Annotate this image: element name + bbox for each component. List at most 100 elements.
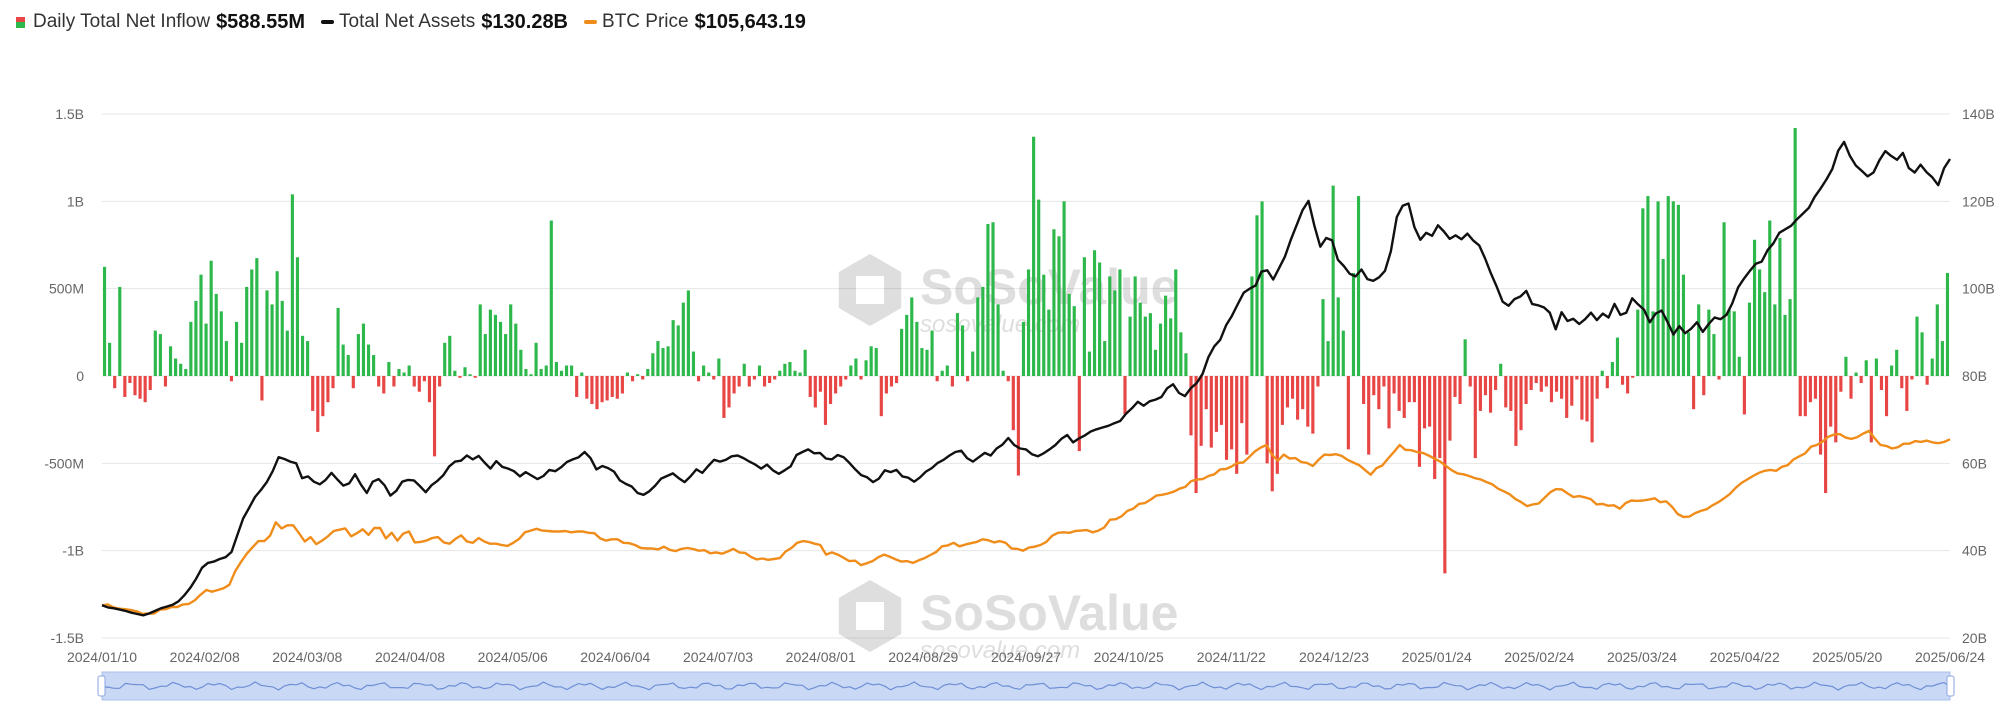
inflow-bar: [118, 286, 122, 376]
inflow-bar: [1006, 376, 1010, 382]
slider-handle-left[interactable]: [97, 675, 106, 697]
legend-btc-value: $105,643.19: [694, 10, 806, 33]
inflow-bar: [1296, 376, 1300, 420]
inflow-bar: [1311, 376, 1315, 434]
inflow-bar: [1895, 349, 1899, 376]
inflow-bar: [123, 376, 127, 397]
inflow-bar: [306, 341, 310, 376]
inflow-bar: [255, 258, 259, 376]
inflow-bar: [1626, 376, 1630, 394]
inflow-bar: [605, 376, 609, 401]
inflow-bar: [372, 355, 376, 376]
inflow-bar: [1194, 376, 1198, 494]
inflow-bar: [1707, 309, 1711, 376]
inflow-bar: [1224, 376, 1229, 460]
inflow-bar: [1346, 376, 1350, 450]
inflow-bar: [686, 290, 690, 376]
inflow-bar: [473, 376, 477, 378]
slider-handle-right[interactable]: [1946, 675, 1955, 697]
inflow-bar: [356, 334, 360, 376]
inflow-bar: [224, 341, 228, 376]
legend-item-inflow[interactable]: Daily Total Net Inflow $588.55M: [8, 0, 313, 44]
inflow-bar: [1245, 376, 1249, 455]
inflow-bar: [300, 335, 305, 376]
inflow-bar: [1417, 376, 1422, 467]
inflow-bar: [727, 376, 731, 408]
inflow-bar: [1869, 376, 1873, 443]
watermark-logo-icon: [838, 580, 902, 652]
x-tick-label: 2024/11/22: [1197, 649, 1266, 665]
inflow-bar: [1037, 199, 1041, 376]
y-left-tick-label: -500M: [44, 455, 84, 471]
inflow-bar: [488, 309, 492, 376]
inflow-bar: [1732, 311, 1736, 376]
inflow-bar: [1387, 376, 1391, 429]
legend-assets-value: $130.28B: [481, 10, 569, 33]
inflow-bar: [1082, 257, 1086, 376]
inflow-bar: [1128, 316, 1132, 376]
inflow-bar: [894, 376, 899, 383]
watermark-brand: SoSoValue: [920, 585, 1178, 641]
inflow-bar: [900, 328, 904, 376]
inflow-bar: [1879, 376, 1884, 390]
y-axis-right: 140B 120B 100B 80B 60B 40B 20B: [1962, 106, 1995, 646]
inflow-bar: [1230, 376, 1234, 450]
inflow-bar: [1397, 376, 1401, 411]
x-tick-label: 2024/02/08: [170, 649, 240, 665]
inflow-bar: [1356, 196, 1361, 376]
inflow-bar: [478, 304, 482, 376]
inflow-bar: [702, 365, 706, 376]
inflow-bar: [600, 376, 604, 403]
inflow-bar: [402, 372, 406, 376]
legend-item-btc[interactable]: BTC Price $105,643.19: [576, 0, 814, 44]
inflow-bar: [1752, 239, 1757, 376]
inflow-bar: [1301, 376, 1305, 410]
inflow-bar: [1204, 376, 1208, 410]
inflow-bar: [245, 286, 249, 376]
x-tick-label: 2024/03/08: [272, 649, 342, 665]
inflow-bar: [1077, 376, 1081, 452]
inflow-bar: [1148, 313, 1152, 376]
inflow-bar: [174, 358, 178, 376]
inflow-bar: [133, 376, 137, 396]
inflow-bar: [641, 376, 645, 380]
inflow-bar: [1113, 290, 1117, 376]
inflow-bar: [214, 293, 218, 376]
inflow-bar: [783, 363, 787, 376]
inflow-bar: [1042, 274, 1046, 376]
x-tick-label: 2024/08/29: [888, 649, 958, 665]
inflow-bar: [163, 376, 168, 387]
inflow-bar: [148, 376, 152, 390]
inflow-bar: [1605, 376, 1609, 389]
inflow-bar: [1570, 376, 1574, 406]
inflow-bar: [189, 321, 193, 376]
inflow-bar: [1367, 376, 1371, 455]
inflow-bar: [1595, 376, 1599, 399]
inflow-bar: [1712, 334, 1716, 376]
inflow-bar: [1636, 309, 1640, 376]
x-tick-label: 2024/10/25: [1094, 649, 1164, 665]
inflow-bar: [1656, 201, 1660, 376]
inflow-bar: [504, 334, 508, 376]
inflow-bar: [361, 323, 366, 376]
inflow-bar: [1798, 376, 1802, 417]
inflow-bar: [915, 321, 919, 376]
inflow-bar: [1676, 204, 1680, 376]
inflow-bar: [1697, 304, 1701, 376]
inflow-bar: [1123, 376, 1127, 415]
inflow-bar: [1549, 376, 1554, 403]
inflow-bar: [1702, 376, 1706, 396]
legend-item-assets[interactable]: Total Net Assets $130.28B: [313, 0, 576, 44]
inflow-bar: [849, 365, 853, 376]
inflow-bar: [889, 376, 894, 387]
y-right-tick-label: 40B: [1962, 543, 1987, 559]
inflow-bar: [432, 376, 437, 457]
inflow-bar: [981, 286, 985, 376]
inflow-bar: [1255, 215, 1259, 376]
inflow-bar: [1362, 376, 1366, 404]
range-slider[interactable]: [97, 671, 1955, 701]
inflow-bar: [265, 290, 269, 376]
inflow-bar: [778, 370, 782, 376]
inflow-bar: [1834, 376, 1838, 443]
